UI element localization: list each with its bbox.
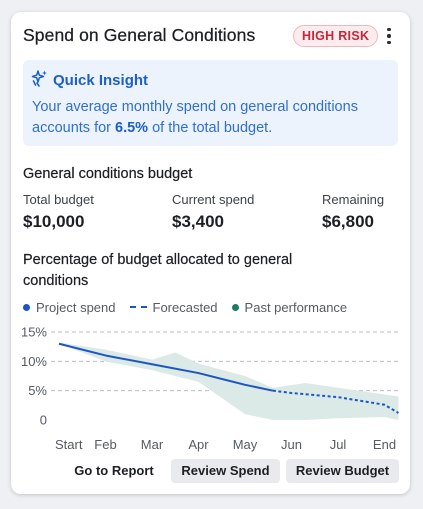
y-tick-label: 15%	[21, 325, 47, 340]
legend-label: Forecasted	[152, 299, 218, 315]
forecast-line	[272, 389, 399, 414]
x-tick-label: Jul	[330, 437, 347, 452]
stat-remaining: Remaining $6,800	[322, 192, 384, 232]
legend-dash	[129, 306, 147, 308]
legend-item-forecasted: Forecasted	[129, 299, 218, 315]
card-footer: Go to Report Review Spend Review Budget	[11, 459, 410, 483]
legend-dot	[231, 303, 239, 311]
y-tick-label: 0	[40, 413, 47, 428]
stat-label: Total budget	[23, 192, 94, 207]
stat-label: Current spend	[172, 192, 255, 207]
legend-dot	[23, 303, 30, 311]
go-to-report-button[interactable]: Go to Report	[74, 463, 154, 478]
insight-text-before: Your average monthly spend on general co…	[32, 99, 358, 136]
y-tick-label: 10%	[21, 354, 47, 369]
spend-card: Spend on General Conditions HIGH RISK Qu…	[11, 12, 410, 494]
insight-text-after: of the total budget.	[148, 120, 273, 136]
insight-header: Quick Insight	[31, 69, 149, 92]
quick-insight-panel: Quick Insight Your average monthly spend…	[23, 60, 398, 146]
insight-text: Your average monthly spend on general co…	[32, 97, 392, 139]
legend-item-project-spend: Project spend	[23, 300, 116, 315]
chart-legend: Project spend Forecasted Past performanc…	[23, 299, 361, 315]
review-spend-button[interactable]: Review Spend	[171, 459, 280, 483]
sparkles-icon	[31, 69, 49, 92]
legend-item-past-performance: Past performance	[231, 299, 348, 315]
budget-section-title: General conditions budget	[23, 166, 193, 182]
chart-section-title: Percentage of budget allocated to genera…	[23, 250, 292, 292]
stat-value: $3,400	[172, 212, 224, 231]
budget-line-chart: 15% 10% 5% 0 Start Feb Mar Apr May Jun Jul End	[21, 325, 399, 452]
x-tick-label: End	[373, 437, 396, 452]
insight-title: Quick Insight	[53, 71, 149, 89]
x-tick-label: Jun	[281, 437, 302, 452]
card-header: Spend on General Conditions HIGH RISK	[23, 24, 398, 48]
x-tick-label: Mar	[141, 437, 164, 452]
x-tick-label: May	[233, 437, 258, 452]
stat-total-budget: Total budget $10,000	[23, 192, 94, 232]
legend-label: Past performance	[244, 299, 348, 315]
chart-title-line-2: conditions	[23, 273, 89, 289]
project-spend-line	[58, 342, 274, 392]
insight-highlight: 6.5%	[115, 120, 149, 136]
legend-label: Project spend	[36, 299, 116, 315]
x-tick-label: Apr	[188, 437, 209, 452]
chart-title-line-1: Percentage of budget allocated to genera…	[23, 252, 293, 268]
stat-value: $10,000	[23, 212, 85, 231]
risk-badge: HIGH RISK	[293, 25, 379, 47]
review-budget-button[interactable]: Review Budget	[286, 459, 399, 483]
stat-label: Remaining	[322, 192, 385, 207]
x-tick-label: Feb	[94, 437, 116, 452]
stat-value: $6,800	[322, 212, 374, 231]
stat-current-spend: Current spend $3,400	[172, 192, 254, 232]
card-title: Spend on General Conditions	[23, 25, 256, 45]
more-vertical-icon[interactable]	[382, 26, 396, 46]
y-tick-label: 5%	[28, 383, 47, 398]
x-tick-label: Start	[55, 437, 83, 452]
